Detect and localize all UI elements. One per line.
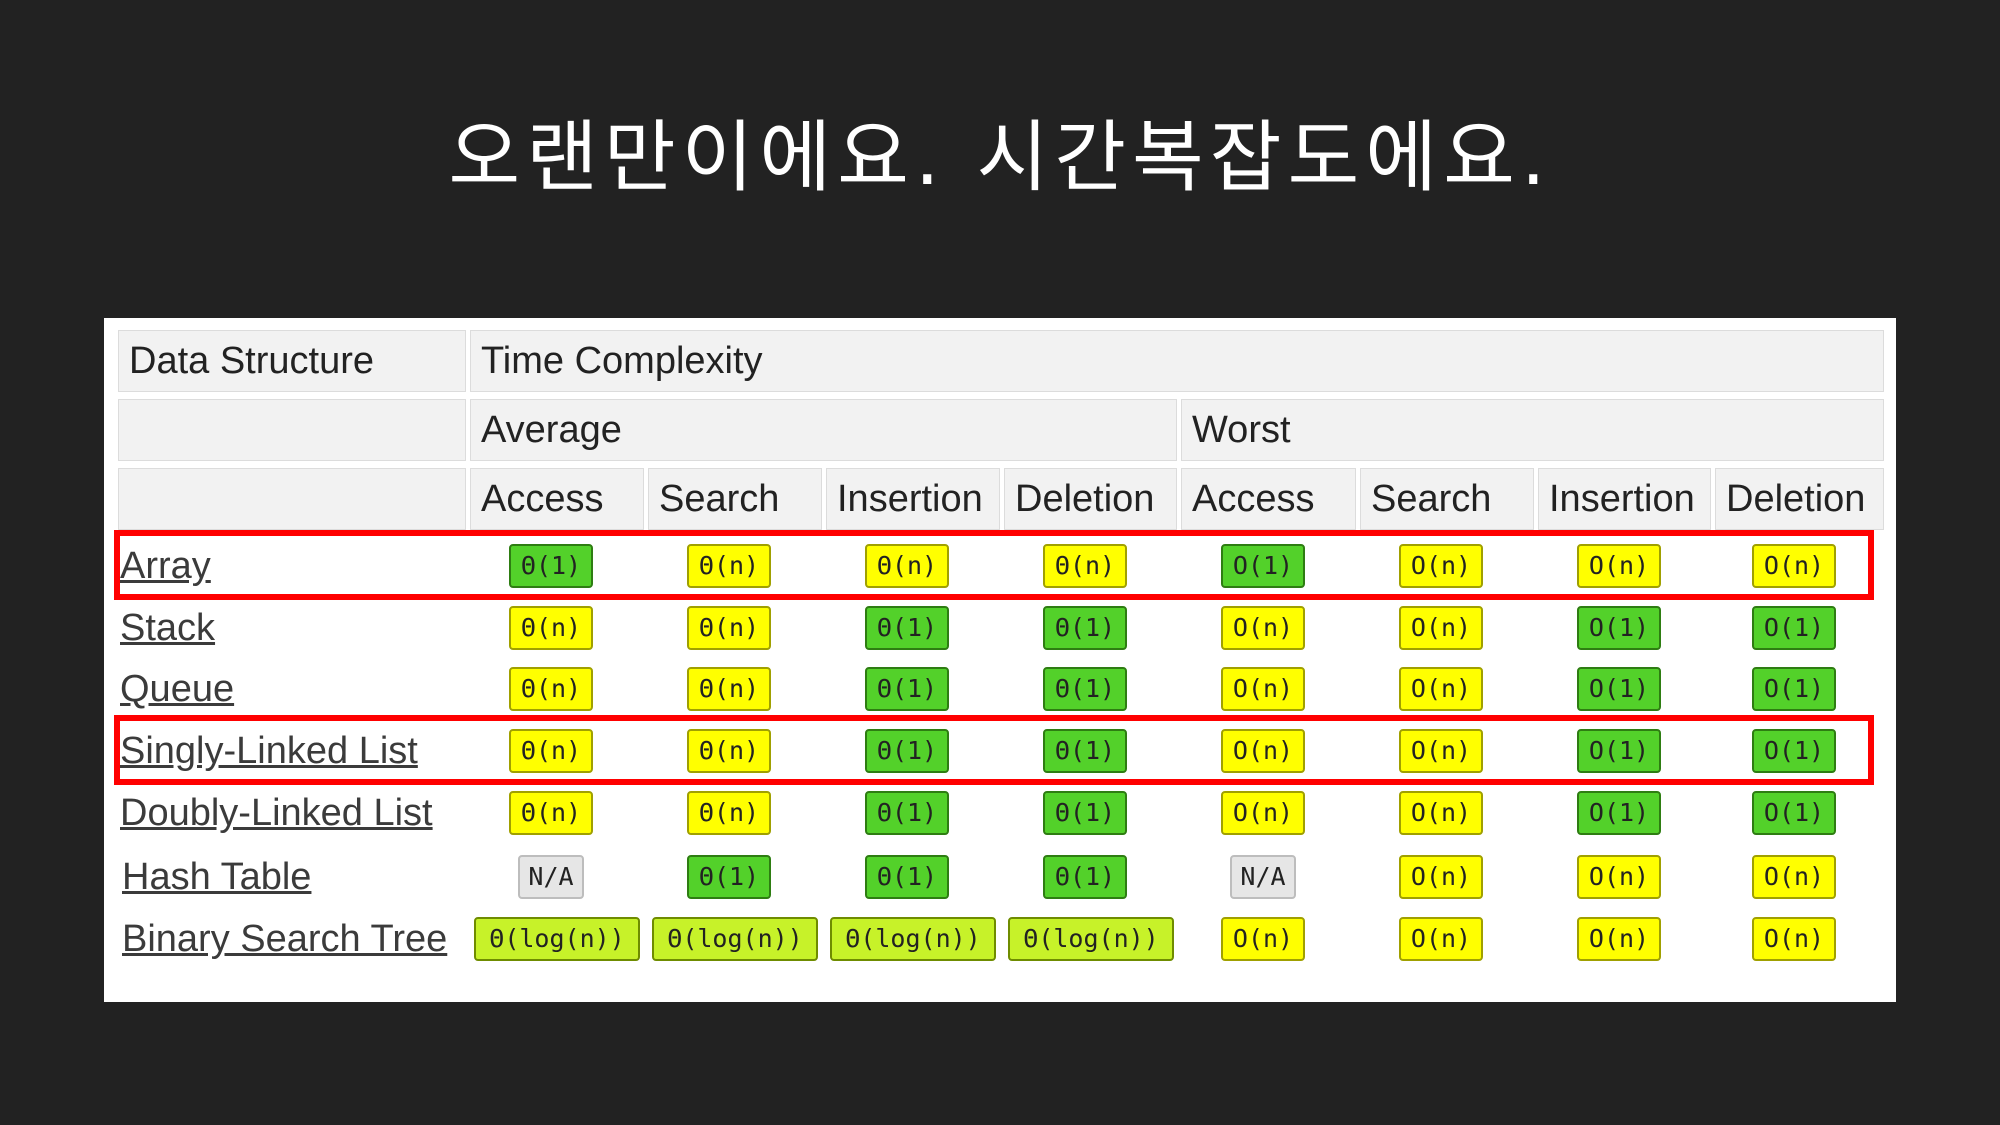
row-link-doubly-linked-list[interactable]: Doubly-Linked List bbox=[120, 792, 433, 834]
complexity-badge: Θ(n) bbox=[509, 791, 593, 835]
complexity-badge: O(1) bbox=[1577, 667, 1661, 711]
row-link-stack[interactable]: Stack bbox=[120, 607, 216, 649]
complexity-badge: O(n) bbox=[1752, 855, 1836, 899]
complexity-badge: O(n) bbox=[1752, 544, 1836, 588]
complexity-badge: Θ(1) bbox=[1043, 855, 1127, 899]
column-header-insertion-worst: Insertion bbox=[1538, 468, 1711, 530]
complexity-badge: Θ(n) bbox=[687, 606, 771, 650]
complexity-badge: O(n) bbox=[1221, 917, 1305, 961]
complexity-badge: Θ(log(n)) bbox=[474, 917, 640, 961]
complexity-badge: Θ(log(n)) bbox=[652, 917, 818, 961]
row-link-queue[interactable]: Queue bbox=[120, 668, 235, 710]
complexity-badge: Θ(1) bbox=[865, 791, 949, 835]
header-data-structure: Data Structure bbox=[118, 330, 466, 392]
column-header-deletion-worst: Deletion bbox=[1715, 468, 1884, 530]
complexity-badge: Θ(1) bbox=[865, 606, 949, 650]
complexity-badge: Θ(1) bbox=[1043, 791, 1127, 835]
complexity-badge: O(1) bbox=[1752, 667, 1836, 711]
slide-title: 오랜만이에요. 시간복잡도에요. bbox=[448, 113, 1552, 203]
complexity-badge: Θ(n) bbox=[509, 606, 593, 650]
complexity-badge: O(n) bbox=[1399, 544, 1483, 588]
complexity-badge: O(n) bbox=[1577, 544, 1661, 588]
row-link-hash-table[interactable]: Hash Table bbox=[122, 856, 312, 898]
header-time-complexity: Time Complexity bbox=[470, 330, 1884, 392]
complexity-badge: N/A bbox=[518, 855, 584, 899]
complexity-badge: Θ(1) bbox=[1043, 729, 1127, 773]
row-link-binary-search-tree[interactable]: Binary Search Tree bbox=[122, 918, 448, 960]
header-empty-1 bbox=[118, 399, 466, 461]
group-worst: Worst bbox=[1181, 399, 1884, 461]
complexity-badge: O(n) bbox=[1752, 917, 1836, 961]
complexity-badge: O(n) bbox=[1577, 855, 1661, 899]
complexity-badge: O(n) bbox=[1221, 729, 1305, 773]
complexity-badge: O(n) bbox=[1399, 606, 1483, 650]
column-header-insertion-average: Insertion bbox=[826, 468, 1000, 530]
complexity-badge: O(n) bbox=[1221, 667, 1305, 711]
complexity-badge: Θ(log(n)) bbox=[830, 917, 996, 961]
complexity-badge: Θ(1) bbox=[865, 667, 949, 711]
header-empty-2 bbox=[118, 468, 466, 530]
complexity-badge: O(1) bbox=[1577, 791, 1661, 835]
complexity-badge: Θ(n) bbox=[509, 667, 593, 711]
complexity-badge: O(n) bbox=[1221, 606, 1305, 650]
complexity-badge: O(n) bbox=[1577, 917, 1661, 961]
group-average: Average bbox=[470, 399, 1177, 461]
column-header-deletion-average: Deletion bbox=[1004, 468, 1177, 530]
complexity-badge: N/A bbox=[1230, 855, 1296, 899]
complexity-badge: Θ(1) bbox=[1043, 667, 1127, 711]
complexity-badge: O(1) bbox=[1577, 729, 1661, 773]
complexity-badge: Θ(n) bbox=[687, 667, 771, 711]
complexity-badge: Θ(1) bbox=[865, 855, 949, 899]
column-header-search-average: Search bbox=[648, 468, 822, 530]
column-header-access-worst: Access bbox=[1181, 468, 1356, 530]
complexity-badge: Θ(n) bbox=[687, 729, 771, 773]
highlight-box-array bbox=[114, 530, 1874, 600]
complexity-badge: O(1) bbox=[1752, 791, 1836, 835]
complexity-badge: O(n) bbox=[1399, 855, 1483, 899]
row-link-array[interactable]: Array bbox=[120, 545, 211, 587]
complexity-badge: Θ(n) bbox=[1043, 544, 1127, 588]
complexity-badge: O(n) bbox=[1399, 791, 1483, 835]
complexity-badge: Θ(1) bbox=[1043, 606, 1127, 650]
column-header-search-worst: Search bbox=[1360, 468, 1534, 530]
row-link-singly-linked-list[interactable]: Singly-Linked List bbox=[120, 730, 418, 772]
complexity-badge: O(n) bbox=[1399, 667, 1483, 711]
complexity-badge: O(1) bbox=[1752, 729, 1836, 773]
complexity-badge: O(1) bbox=[1577, 606, 1661, 650]
complexity-badge: Θ(n) bbox=[687, 544, 771, 588]
highlight-box-singly-linked-list bbox=[114, 715, 1874, 785]
complexity-badge: O(n) bbox=[1399, 729, 1483, 773]
complexity-badge: Θ(n) bbox=[509, 729, 593, 773]
complexity-badge: O(1) bbox=[1221, 544, 1305, 588]
complexity-badge: Θ(log(n)) bbox=[1008, 917, 1174, 961]
complexity-badge: Θ(n) bbox=[687, 791, 771, 835]
complexity-badge: Θ(n) bbox=[865, 544, 949, 588]
complexity-badge: O(n) bbox=[1399, 917, 1483, 961]
complexity-badge: Θ(1) bbox=[509, 544, 593, 588]
complexity-table: Data Structure Time Complexity Average W… bbox=[104, 318, 1896, 1002]
column-header-access-average: Access bbox=[470, 468, 644, 530]
complexity-badge: O(1) bbox=[1752, 606, 1836, 650]
complexity-badge: Θ(1) bbox=[865, 729, 949, 773]
complexity-badge: O(n) bbox=[1221, 791, 1305, 835]
complexity-badge: Θ(1) bbox=[687, 855, 771, 899]
